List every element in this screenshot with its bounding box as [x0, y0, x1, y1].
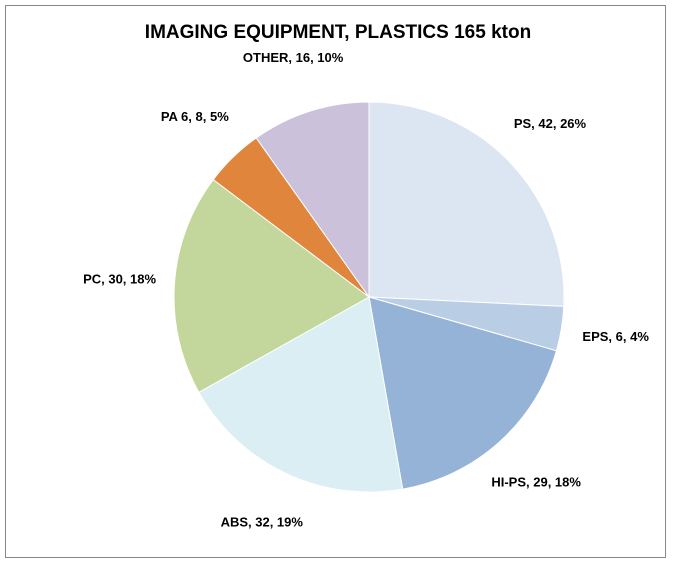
pie-slice [368, 296, 558, 490]
data-label: HI-PS, 29, 18% [491, 474, 581, 489]
pie-slice [198, 296, 404, 493]
pie-slice [255, 101, 370, 299]
data-label: EPS, 6, 4% [582, 329, 649, 344]
pie-slice [368, 101, 565, 307]
pie-slice [173, 178, 370, 394]
data-label: PS, 42, 26% [514, 116, 587, 131]
chart-title: IMAGING EQUIPMENT, PLASTICS 165 kton [145, 22, 531, 43]
data-label: PC, 30, 18% [83, 272, 156, 287]
data-label: PA 6, 8, 5% [161, 109, 229, 124]
data-label: OTHER, 16, 10% [243, 50, 344, 65]
data-label: ABS, 32, 19% [221, 514, 304, 529]
